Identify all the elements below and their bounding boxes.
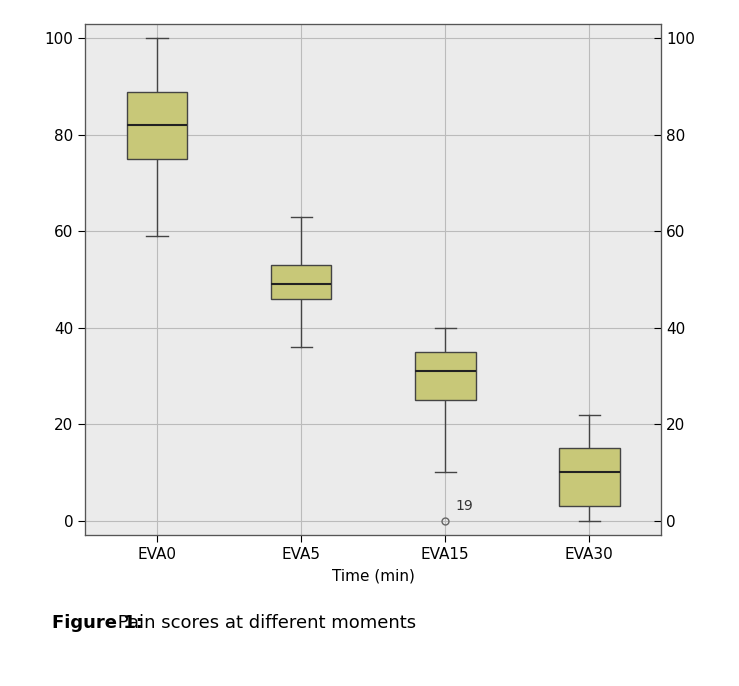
FancyBboxPatch shape <box>127 91 187 159</box>
Text: 19: 19 <box>455 499 473 513</box>
X-axis label: Time (min): Time (min) <box>332 569 415 584</box>
FancyBboxPatch shape <box>271 265 331 299</box>
Text: Pain scores at different moments: Pain scores at different moments <box>112 614 417 632</box>
FancyBboxPatch shape <box>559 448 619 506</box>
Text: Figure 1:: Figure 1: <box>52 614 143 632</box>
FancyBboxPatch shape <box>415 352 475 400</box>
